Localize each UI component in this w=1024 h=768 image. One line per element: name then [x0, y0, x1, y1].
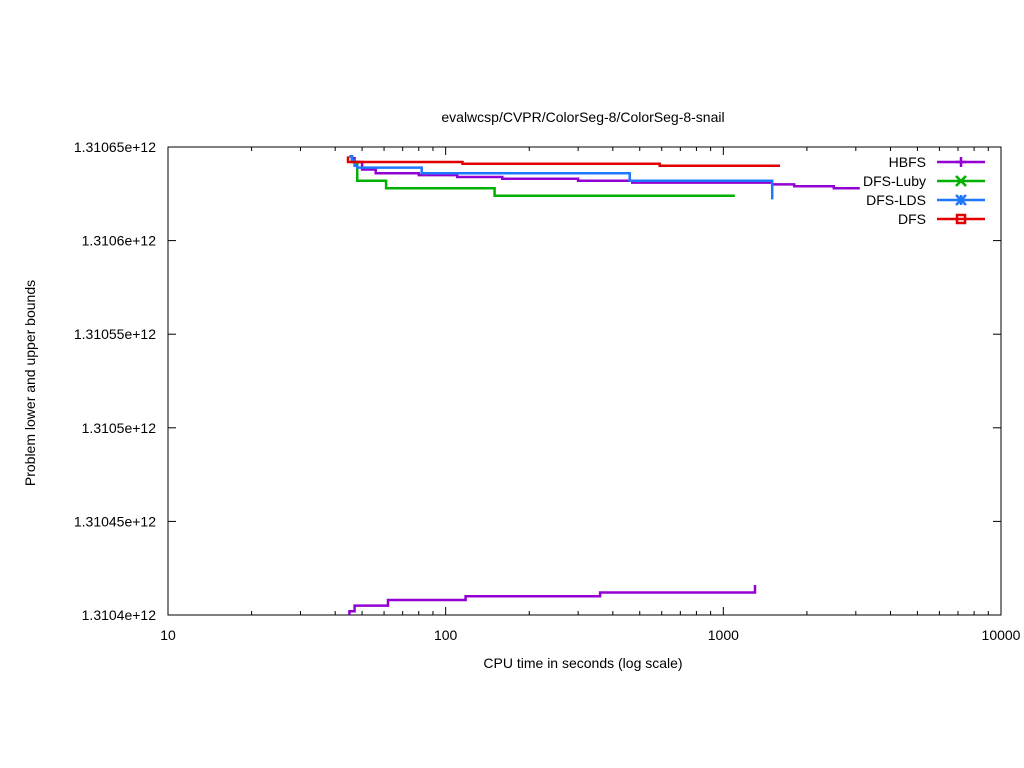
x-tick-label: 100	[434, 627, 458, 643]
x-tick-label: 1000	[708, 627, 739, 643]
x-tick-label: 10	[160, 627, 176, 643]
y-axis-label: Problem lower and upper bounds	[22, 280, 38, 486]
chart-title: evalwcsp/CVPR/ColorSeg-8/ColorSeg-8-snai…	[441, 109, 724, 125]
legend-marker-x	[955, 175, 967, 187]
y-tick-label: 1.3105e+12	[82, 420, 157, 436]
legend-label: DFS-Luby	[863, 173, 926, 189]
plot-frame	[167, 146, 1002, 616]
legend-label: DFS	[898, 211, 926, 227]
legend-marker-plus	[956, 157, 966, 167]
legend: HBFS DFS-Luby DFS-LDS DFS	[863, 154, 985, 227]
legend-marker-star	[955, 194, 967, 206]
axes: 1.3104e+12 1.31045e+12 1.3105e+12 1.31055e+…	[74, 139, 1021, 643]
series-line-dfs-lds	[349, 155, 774, 200]
legend-marker-square	[955, 213, 967, 225]
legend-label: DFS-LDS	[866, 192, 926, 208]
y-tick-label: 1.31045e+12	[74, 513, 156, 529]
series-line-dfs	[346, 156, 780, 167]
series-line-hbfs	[348, 585, 757, 615]
x-axis-label: CPU time in seconds (log scale)	[483, 655, 682, 671]
series-lines	[346, 155, 860, 615]
y-tick-label: 1.3106e+12	[82, 233, 157, 249]
x-tick-label: 10000	[982, 627, 1021, 643]
y-tick-label: 1.31055e+12	[74, 326, 156, 342]
legend-label: HBFS	[889, 154, 926, 170]
y-tick-label: 1.31065e+12	[74, 139, 156, 155]
y-tick-label: 1.3104e+12	[82, 607, 157, 623]
